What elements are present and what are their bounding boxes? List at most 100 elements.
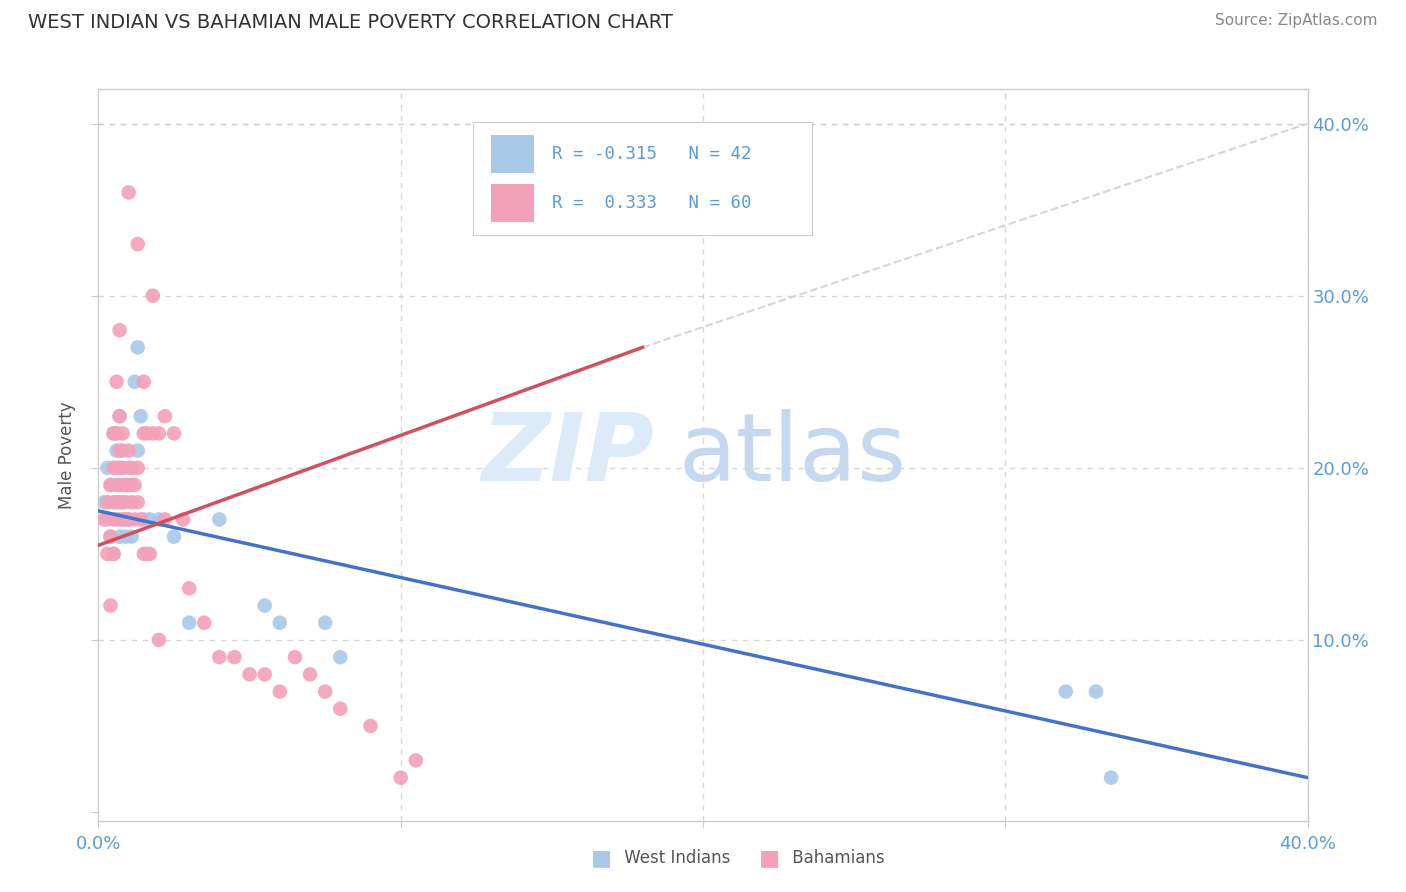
Point	[118, 512, 141, 526]
Point	[96, 460, 118, 475]
Point	[108, 443, 131, 458]
Point	[96, 512, 118, 526]
Point	[135, 426, 157, 441]
Point	[135, 547, 157, 561]
Point	[114, 478, 136, 492]
Point	[111, 495, 134, 509]
Point	[1099, 771, 1122, 785]
Point	[132, 426, 155, 441]
Point	[111, 512, 134, 526]
Point	[111, 426, 134, 441]
Point	[127, 443, 149, 458]
Point	[148, 632, 170, 647]
Text: R =  0.333   N = 60: R = 0.333 N = 60	[553, 194, 751, 212]
Point	[1054, 684, 1077, 698]
Point	[93, 512, 115, 526]
Point	[153, 512, 176, 526]
Point	[111, 460, 134, 475]
Point	[148, 426, 170, 441]
Point	[118, 443, 141, 458]
Point	[127, 495, 149, 509]
Point	[163, 426, 186, 441]
Point	[1085, 684, 1108, 698]
Point	[103, 547, 125, 561]
Point	[129, 512, 152, 526]
Point	[108, 512, 131, 526]
Point	[360, 719, 382, 733]
Point	[100, 530, 122, 544]
Point	[93, 495, 115, 509]
Point	[284, 650, 307, 665]
Point	[142, 289, 165, 303]
Point	[124, 375, 146, 389]
Point	[105, 478, 128, 492]
Point	[108, 409, 131, 424]
Point	[269, 684, 291, 698]
Point	[139, 547, 162, 561]
Point	[103, 460, 125, 475]
Point	[103, 426, 125, 441]
Point	[111, 443, 134, 458]
Text: West Indians: West Indians	[619, 849, 730, 867]
Point	[314, 615, 336, 630]
Point	[108, 495, 131, 509]
Point	[139, 512, 162, 526]
Point	[172, 512, 194, 526]
Point	[299, 667, 322, 681]
Point	[163, 530, 186, 544]
Point	[132, 512, 155, 526]
Point	[329, 650, 352, 665]
Point	[193, 615, 215, 630]
Point	[118, 186, 141, 200]
Point	[118, 460, 141, 475]
Point	[103, 547, 125, 561]
Point	[179, 615, 201, 630]
Point	[124, 478, 146, 492]
Point	[329, 702, 352, 716]
Point	[105, 495, 128, 509]
Point	[121, 495, 143, 509]
Point	[389, 771, 412, 785]
Point	[127, 460, 149, 475]
Point	[153, 409, 176, 424]
Point	[121, 478, 143, 492]
Point	[100, 530, 122, 544]
Point	[127, 340, 149, 354]
Point	[100, 599, 122, 613]
Point	[114, 495, 136, 509]
Point	[103, 495, 125, 509]
Point	[121, 460, 143, 475]
Text: WEST INDIAN VS BAHAMIAN MALE POVERTY CORRELATION CHART: WEST INDIAN VS BAHAMIAN MALE POVERTY COR…	[28, 13, 673, 32]
Point	[108, 409, 131, 424]
Text: R = -0.315   N = 42: R = -0.315 N = 42	[553, 145, 751, 162]
Point	[108, 478, 131, 492]
Text: Source: ZipAtlas.com: Source: ZipAtlas.com	[1215, 13, 1378, 29]
Point	[105, 443, 128, 458]
Point	[148, 512, 170, 526]
Point	[179, 582, 201, 596]
Point	[114, 530, 136, 544]
Point	[239, 667, 262, 681]
Point	[118, 512, 141, 526]
Point	[208, 650, 231, 665]
Point	[253, 667, 276, 681]
Point	[405, 753, 427, 767]
Point	[108, 460, 131, 475]
FancyBboxPatch shape	[492, 136, 534, 173]
FancyBboxPatch shape	[474, 122, 811, 235]
Point	[224, 650, 246, 665]
Point	[269, 615, 291, 630]
Point	[105, 426, 128, 441]
Point	[103, 426, 125, 441]
Point	[103, 512, 125, 526]
Point	[132, 375, 155, 389]
Point	[129, 409, 152, 424]
Point	[124, 512, 146, 526]
Text: ■: ■	[759, 848, 780, 868]
FancyBboxPatch shape	[492, 185, 534, 222]
Text: ■: ■	[591, 848, 612, 868]
Point	[114, 512, 136, 526]
Point	[121, 530, 143, 544]
Point	[253, 599, 276, 613]
Text: Bahamians: Bahamians	[787, 849, 884, 867]
